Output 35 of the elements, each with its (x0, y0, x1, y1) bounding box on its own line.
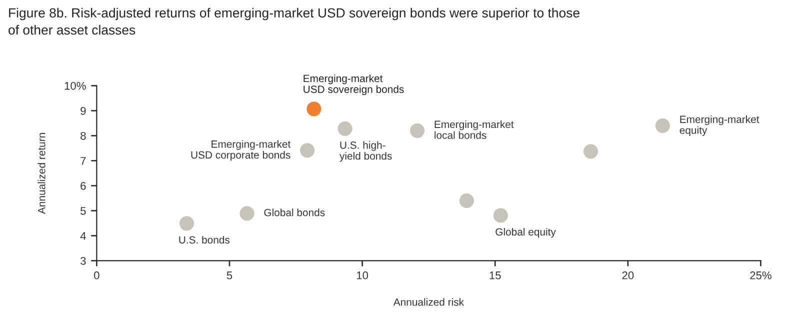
y-tick-label: 4 (80, 232, 86, 240)
x-tick-label: 5 (226, 272, 232, 280)
x-tick-label: 10 (356, 271, 368, 280)
annotation: Global equity (496, 228, 556, 238)
point (493, 208, 508, 223)
annotation: Emerging-market USD corporate bonds (191, 140, 291, 161)
chart-title: Figure 8b. Risk-adjusted returns of emerging-market USD sovereign bonds were superior to those of other asset classes (8, 8, 580, 35)
annotation: Emerging-market USD sovereign bonds (304, 74, 404, 96)
x-tick-label: 20 (622, 271, 634, 280)
annotation: U.S. high- yield bonds (340, 141, 392, 162)
point (300, 143, 315, 158)
y-tick-label: 7 (80, 157, 86, 165)
annotation: Emerging-market equity (680, 115, 760, 136)
point (583, 144, 598, 159)
x-tick-label: 0 (94, 271, 100, 280)
y-tick-label: 3 (80, 256, 86, 265)
x-tick-label: 15 (490, 272, 501, 280)
y-tick-label: 5 (80, 207, 86, 215)
x-tick-label: 25% (750, 271, 772, 280)
x-axis-title: Annualized risk (393, 298, 464, 306)
y-tick-label: 8 (80, 132, 86, 140)
point (459, 193, 474, 208)
y-tick-label: 10% (64, 82, 86, 90)
point (306, 102, 322, 116)
y-axis-title: Annualized return (38, 133, 46, 214)
point (240, 206, 254, 221)
point (338, 121, 352, 136)
point (410, 123, 425, 138)
annotation: Global bonds (264, 208, 325, 216)
annotation: U.S. bonds (179, 236, 230, 244)
point (655, 118, 670, 133)
point (179, 216, 194, 231)
annotation: Emerging-market local bonds (434, 120, 514, 139)
y-tick-label: 6 (80, 182, 86, 190)
y-tick-label: 9 (80, 106, 86, 115)
